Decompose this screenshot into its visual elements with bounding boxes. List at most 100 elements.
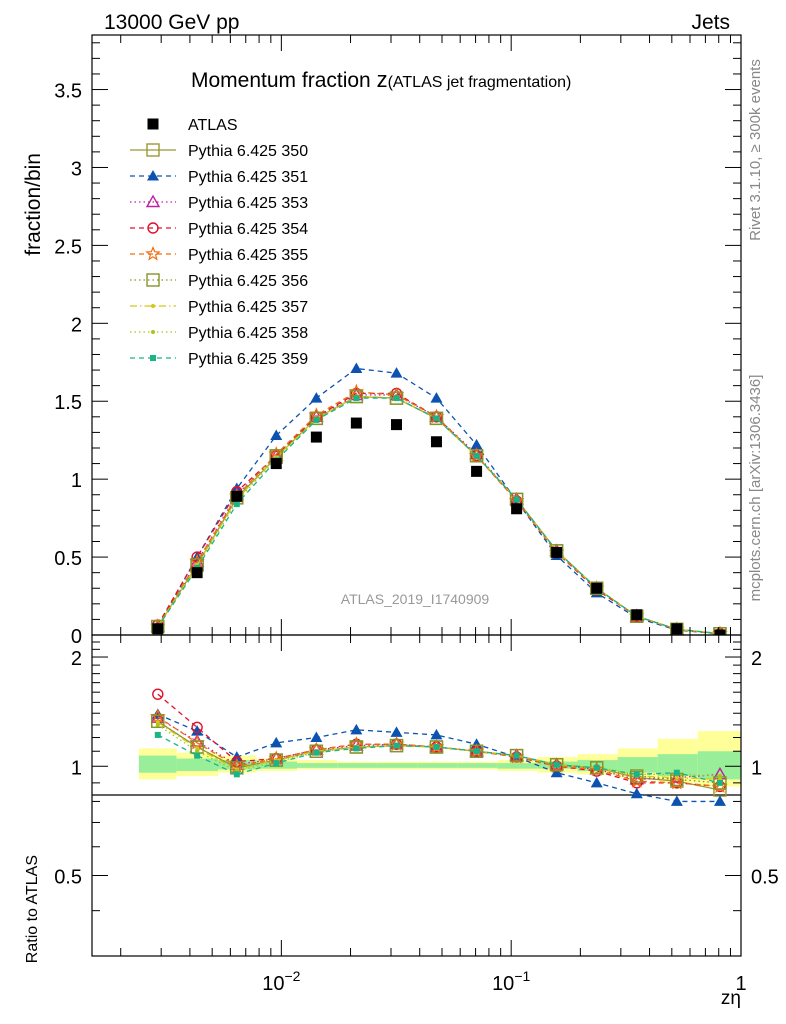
ratio-point-pythia-6-425-359 (553, 761, 560, 768)
legend-label: Pythia 6.425 353 (188, 195, 308, 212)
y-tick-label: 2 (71, 314, 82, 336)
legend-marker (146, 273, 160, 287)
point-atlas (671, 623, 683, 635)
point-atlas (270, 458, 282, 470)
point-atlas (714, 629, 726, 635)
legend-item-pythia-6-425-357: Pythia 6.425 357 (130, 299, 308, 316)
ratio-point-pythia-6-425-358 (717, 774, 722, 779)
ratio-axis-label: Ratio to ATLAS (24, 855, 41, 963)
legend-item-pythia-6-425-356: Pythia 6.425 356 (130, 273, 308, 290)
band-inner (457, 763, 498, 768)
ratio-point-pythia-6-425-359 (154, 731, 161, 738)
legend-item-pythia-6-425-353: Pythia 6.425 353 (130, 194, 308, 212)
point-atlas (391, 419, 403, 431)
x-tick-label: 10−2 (262, 968, 300, 995)
mcplots-label: mcplots.cern.ch [arXiv:1306.3436] (747, 375, 764, 602)
ratio-point-pythia-6-425-359 (433, 744, 440, 751)
ratio-point-pythia-6-425-351 (270, 736, 283, 748)
point-atlas (511, 503, 523, 515)
point-pythia-6-425-351 (270, 429, 283, 441)
band-inner (417, 763, 458, 768)
band-inner (377, 763, 418, 768)
ratio-pythia-6-425-351 (151, 708, 726, 806)
legend-item-pythia-6-425-355: Pythia 6.425 355 (130, 245, 308, 264)
ratio-point-pythia-6-425-355 (150, 708, 166, 724)
title-sub: (ATLAS jet fragmentation) (388, 74, 572, 91)
ratio-point-pythia-6-425-359 (716, 779, 723, 786)
ratio-frame (91, 634, 742, 957)
point-pythia-6-425-359 (473, 452, 480, 459)
band-inner (138, 755, 177, 773)
point-atlas (152, 623, 164, 635)
point-atlas (350, 417, 362, 429)
point-pythia-6-425-359 (313, 416, 320, 423)
point-pythia-6-425-351 (470, 438, 483, 450)
ratio-point-pythia-6-425-351 (390, 726, 403, 737)
ratio-point-pythia-6-425-359 (313, 749, 320, 756)
ratio-point-pythia-6-425-358 (155, 722, 160, 727)
ratio-y-tick-label-right: 1 (751, 757, 762, 779)
point-pythia-6-425-351 (310, 392, 323, 403)
ratio-point-pythia-6-425-355 (628, 772, 645, 788)
point-atlas (430, 436, 442, 448)
series-pythia-6-425-356 (151, 389, 727, 635)
header-right: Jets (691, 11, 730, 34)
ratio-y-tick-label-right: 2 (751, 648, 762, 670)
legend-marker (151, 304, 155, 308)
legend-marker (150, 355, 156, 361)
ratio-line-pythia-6-425-351 (157, 713, 720, 803)
legend-label: Pythia 6.425 356 (188, 273, 308, 290)
point-atlas (310, 431, 322, 443)
ratio-point-pythia-6-425-359 (393, 742, 400, 749)
point-pythia-6-425-359 (513, 496, 520, 503)
main-series (150, 362, 728, 635)
ratio-point-pythia-6-425-359 (473, 748, 480, 755)
ratio-point-pythia-6-425-351 (191, 725, 204, 736)
legend-marker (147, 118, 159, 130)
legend-item-atlas: ATLAS (147, 117, 238, 134)
legend-marker (146, 143, 160, 157)
x-axis-label: zη (721, 988, 741, 1009)
point-pythia-6-425-356 (429, 411, 444, 426)
y-tick-label: 3 (71, 158, 82, 180)
ratio-point-pythia-6-425-351 (713, 795, 726, 806)
point-pythia-6-425-359 (393, 395, 400, 402)
ratio-point-pythia-6-425-359 (673, 769, 680, 776)
header-left: 13000 GeV pp (104, 11, 239, 34)
legend-marker (145, 194, 161, 208)
series-line-pythia-6-425-359 (157, 397, 721, 635)
title-main: Momentum fraction (191, 69, 377, 92)
point-pythia-6-425-351 (390, 367, 403, 378)
ratio-point-pythia-6-425-351 (430, 728, 443, 740)
legend-item-pythia-6-425-350: Pythia 6.425 350 (130, 143, 308, 160)
legend-label: ATLAS (188, 117, 238, 134)
ratio-pythia-6-425-359 (154, 731, 723, 786)
ratio-series (150, 688, 728, 806)
band-inner (217, 760, 257, 770)
point-pythia-6-425-356 (309, 411, 324, 426)
ratio-point-pythia-6-425-351 (350, 723, 363, 735)
legend-marker (151, 330, 155, 334)
point-pythia-6-425-356 (590, 581, 604, 595)
x-tick-label: 10−1 (492, 968, 530, 995)
y-tick-label: 0.5 (54, 548, 82, 570)
ratio-y-tick-label-right: 0.5 (751, 866, 779, 888)
ratio-line-pythia-6-425-354 (157, 693, 721, 788)
ratio-point-pythia-6-425-359 (633, 771, 640, 778)
chart-title: Momentum fraction z(ATLAS jet fragmentat… (191, 67, 571, 92)
legend-label: Pythia 6.425 350 (188, 143, 308, 160)
ratio-y-tick-label: 1 (71, 757, 82, 779)
point-atlas (471, 465, 483, 477)
ratio-point-pythia-6-425-359 (593, 764, 600, 771)
legend-item-pythia-6-425-359: Pythia 6.425 359 (130, 351, 308, 368)
point-atlas (631, 609, 643, 621)
point-pythia-6-425-351 (430, 392, 443, 403)
band-inner (617, 757, 658, 773)
point-pythia-6-425-359 (233, 501, 240, 508)
band-inner (497, 763, 538, 769)
point-pythia-6-425-356 (713, 627, 727, 635)
legend-item-pythia-6-425-358: Pythia 6.425 358 (130, 325, 308, 342)
point-pythia-6-425-356 (469, 449, 484, 463)
series-line-pythia-6-425-358 (157, 395, 721, 635)
legend-label: Pythia 6.425 359 (188, 351, 308, 368)
